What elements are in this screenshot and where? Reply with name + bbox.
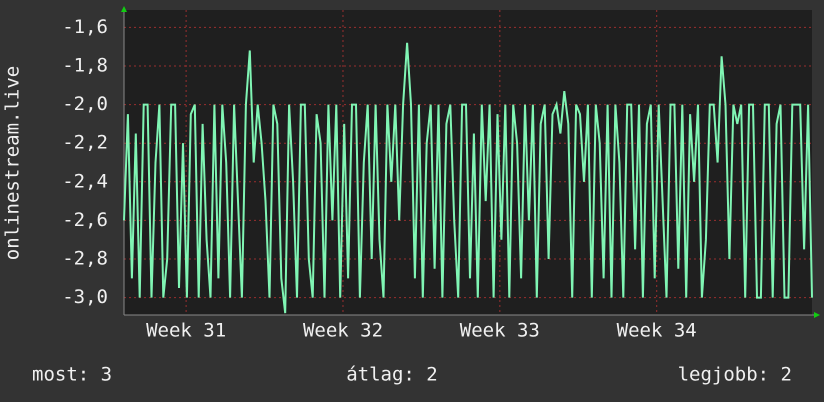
y-tick-label: -2,8 — [62, 248, 108, 270]
y-tick-label: -1,6 — [62, 16, 108, 38]
y-tick-label: -1,8 — [62, 54, 108, 76]
data-line — [123, 42, 813, 314]
y-tick-label: -2,6 — [62, 209, 108, 231]
y-axis-arrow — [121, 6, 127, 12]
y-tick-label: -2,0 — [62, 93, 108, 115]
x-axis-arrow — [814, 312, 820, 318]
x-tick-label: Week 34 — [617, 320, 697, 342]
y-tick-label: -2,2 — [62, 132, 108, 154]
footer-current: most: 3 — [32, 364, 112, 386]
grid — [124, 10, 812, 315]
y-axis-label: onlinestream.live — [2, 66, 24, 260]
y-tick-label: -3,0 — [62, 286, 108, 308]
x-tick-label: Week 31 — [146, 320, 226, 342]
footer-best: legjobb: 2 — [678, 364, 792, 386]
x-tick-label: Week 33 — [460, 320, 540, 342]
footer-average: átlag: 2 — [346, 364, 438, 386]
x-tick-label: Week 32 — [303, 320, 383, 342]
y-tick-label: -2,4 — [62, 170, 108, 192]
